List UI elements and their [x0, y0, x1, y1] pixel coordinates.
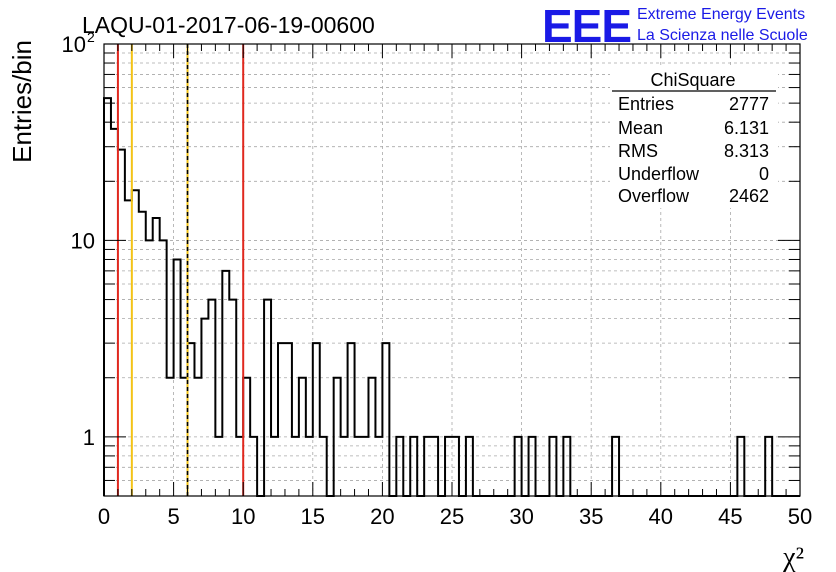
stats-value-entries: 2777	[729, 94, 769, 114]
logo-line-2: La Scienza nelle Scuole	[637, 27, 808, 44]
x-tick-label: 30	[509, 504, 533, 529]
grid	[104, 44, 800, 496]
stats-label-rms: RMS	[618, 141, 658, 161]
x-tick-label: 50	[788, 504, 812, 529]
x-tick-label: 15	[301, 504, 325, 529]
plot-frame	[103, 43, 801, 497]
x-tick-label: 20	[370, 504, 394, 529]
eee-logo: EEE Extreme Energy Events La Scienza nel…	[542, 0, 808, 52]
logo-line-1: Extreme Energy Events	[637, 6, 805, 23]
x-tick-label: 0	[98, 504, 110, 529]
stats-value-mean: 6.131	[724, 118, 769, 138]
x-tick-label: 5	[167, 504, 179, 529]
stats-label-underflow: Underflow	[618, 164, 700, 184]
y-axis-label: Entries/bin	[7, 40, 37, 163]
x-tick-label: 45	[718, 504, 742, 529]
stats-label-mean: Mean	[618, 118, 663, 138]
stats-box-background	[610, 66, 778, 208]
y-tick-label: 10	[62, 32, 86, 57]
x-tick-label: 40	[649, 504, 673, 529]
logo-mark: EEE	[542, 0, 631, 52]
y-tick-exponent: 2	[87, 29, 95, 45]
x-tick-label: 35	[579, 504, 603, 529]
chart-title: LAQU-01-2017-06-19-00600	[82, 12, 375, 38]
stats-value-overflow: 2462	[729, 186, 769, 206]
x-tick-label: 25	[440, 504, 464, 529]
stats-value-rms: 8.313	[724, 141, 769, 161]
stats-label-entries: Entries	[618, 94, 674, 114]
y-tick-label: 1	[83, 425, 95, 450]
x-tick-label: 10	[231, 504, 255, 529]
x-axis-label: χ²	[782, 542, 804, 572]
y-tick-label: 10	[71, 228, 95, 253]
stats-box: ChiSquare Entries 2777 Mean 6.131 RMS 8.…	[610, 66, 778, 208]
threshold-lines	[116, 44, 245, 496]
stats-value-underflow: 0	[759, 164, 769, 184]
stats-title: ChiSquare	[650, 70, 735, 90]
stats-label-overflow: Overflow	[618, 186, 690, 206]
